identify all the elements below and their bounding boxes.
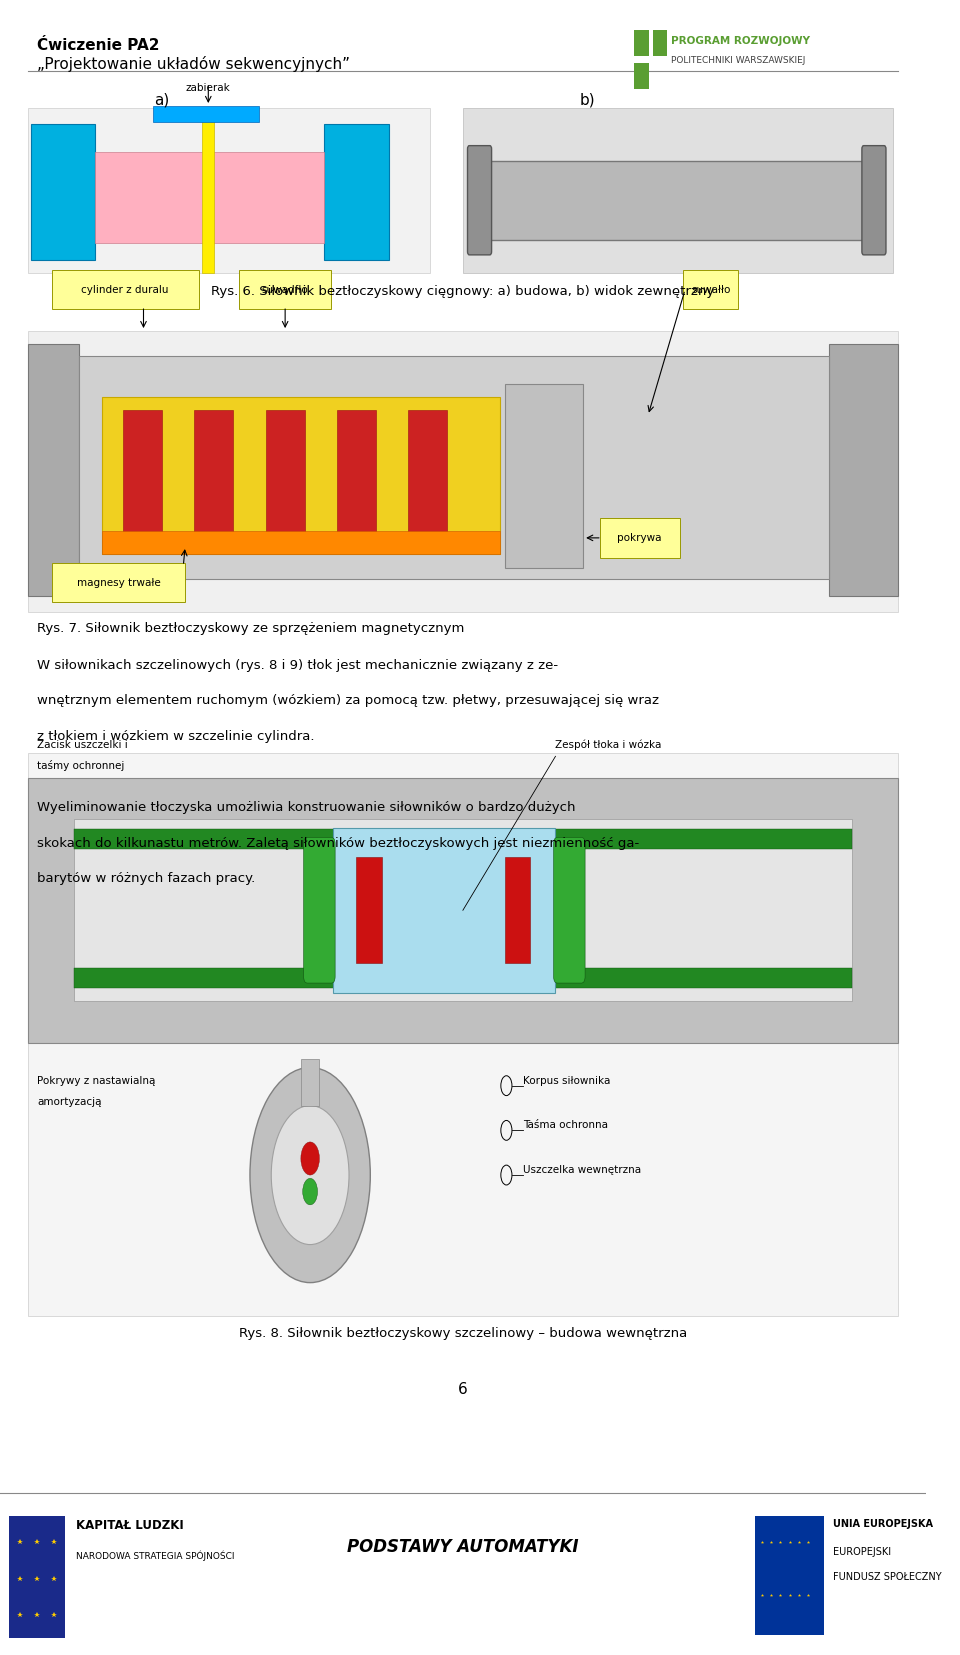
FancyBboxPatch shape xyxy=(123,410,162,541)
FancyBboxPatch shape xyxy=(102,531,500,554)
FancyBboxPatch shape xyxy=(755,1516,824,1635)
Text: pokrywa: pokrywa xyxy=(617,533,662,543)
Text: amortyzacją: amortyzacją xyxy=(37,1097,102,1107)
Text: suwałło: suwałło xyxy=(691,285,731,295)
Text: skokach do kilkunastu metrów. Zaletą siłowników beztłoczyskowych jest niezmienno: skokach do kilkunastu metrów. Zaletą sił… xyxy=(37,837,639,849)
FancyBboxPatch shape xyxy=(10,1516,65,1638)
FancyBboxPatch shape xyxy=(477,161,884,240)
Text: W siłownikach szczelinowych (rys. 8 i 9) tłok jest mechanicznie związany z ze-: W siłownikach szczelinowych (rys. 8 i 9)… xyxy=(37,659,558,672)
FancyBboxPatch shape xyxy=(31,124,95,260)
Text: POLITECHNIKI WARSZAWSKIEJ: POLITECHNIKI WARSZAWSKIEJ xyxy=(671,56,805,65)
FancyBboxPatch shape xyxy=(74,819,852,1001)
FancyBboxPatch shape xyxy=(684,270,738,309)
Text: PROGRAM ROZWOJOWY: PROGRAM ROZWOJOWY xyxy=(671,36,810,46)
Text: b): b) xyxy=(580,93,595,108)
FancyBboxPatch shape xyxy=(52,270,199,309)
FancyBboxPatch shape xyxy=(408,410,447,541)
Text: barytów w różnych fazach pracy.: barytów w różnych fazach pracy. xyxy=(37,872,255,885)
FancyBboxPatch shape xyxy=(95,152,324,243)
Text: Rys. 8. Siłownik beztłoczyskowy szczelinowy – budowa wewnętrzna: Rys. 8. Siłownik beztłoczyskowy szczelin… xyxy=(239,1327,687,1341)
Text: a): a) xyxy=(155,93,170,108)
Text: taśmy ochronnej: taśmy ochronnej xyxy=(37,760,125,771)
FancyBboxPatch shape xyxy=(153,106,259,122)
Circle shape xyxy=(302,1178,318,1205)
FancyBboxPatch shape xyxy=(828,344,898,596)
FancyBboxPatch shape xyxy=(600,518,680,558)
FancyBboxPatch shape xyxy=(505,384,584,568)
Text: Korpus siłownika: Korpus siłownika xyxy=(523,1076,611,1086)
Text: suwadfło: suwadfło xyxy=(262,285,308,295)
FancyBboxPatch shape xyxy=(28,331,898,612)
Text: wnętrznym elementem ruchomym (wózkiem) za pomocą tzw. płetwy, przesuwającej się : wnętrznym elementem ruchomym (wózkiem) z… xyxy=(37,695,659,707)
FancyBboxPatch shape xyxy=(862,146,886,255)
Text: Uszczelka wewnętrzna: Uszczelka wewnętrzna xyxy=(523,1165,641,1175)
Text: „Projektowanie układów sekwencyjnych”: „Projektowanie układów sekwencyjnych” xyxy=(37,56,350,73)
Text: Zacisk uszczelki i: Zacisk uszczelki i xyxy=(37,740,128,750)
FancyBboxPatch shape xyxy=(28,344,79,596)
Text: Ćwiczenie PA2: Ćwiczenie PA2 xyxy=(37,38,159,53)
Text: Rys. 7. Siłownik beztłoczyskowy ze sprzężeniem magnetycznym: Rys. 7. Siłownik beztłoczyskowy ze sprzę… xyxy=(37,622,465,636)
FancyBboxPatch shape xyxy=(102,397,500,554)
FancyBboxPatch shape xyxy=(74,829,852,849)
Text: NARODOWA STRATEGIA SPÓJNOŚCI: NARODOWA STRATEGIA SPÓJNOŚCI xyxy=(76,1551,234,1561)
Text: EUROPEJSKI: EUROPEJSKI xyxy=(833,1547,891,1557)
Text: PODSTAWY AUTOMATYKI: PODSTAWY AUTOMATYKI xyxy=(348,1539,579,1556)
Text: Zespół tłoka i wózka: Zespół tłoka i wózka xyxy=(556,740,661,750)
FancyBboxPatch shape xyxy=(300,1059,320,1106)
FancyBboxPatch shape xyxy=(635,63,649,89)
FancyBboxPatch shape xyxy=(333,828,556,993)
Text: KAPITAŁ LUDZKI: KAPITAŁ LUDZKI xyxy=(76,1519,183,1533)
Circle shape xyxy=(300,1142,320,1175)
Text: magnesy trwałe: magnesy trwałe xyxy=(77,578,160,588)
FancyBboxPatch shape xyxy=(505,857,531,963)
FancyBboxPatch shape xyxy=(554,837,585,983)
FancyBboxPatch shape xyxy=(635,30,649,56)
FancyBboxPatch shape xyxy=(52,563,185,602)
FancyBboxPatch shape xyxy=(28,108,430,273)
FancyBboxPatch shape xyxy=(324,124,389,260)
FancyBboxPatch shape xyxy=(653,30,667,56)
FancyBboxPatch shape xyxy=(239,270,330,309)
Text: Pokrywy z nastawialną: Pokrywy z nastawialną xyxy=(37,1076,156,1086)
FancyBboxPatch shape xyxy=(195,410,233,541)
Text: z tłokiem i wózkiem w szczelinie cylindra.: z tłokiem i wózkiem w szczelinie cylindr… xyxy=(37,730,315,743)
FancyBboxPatch shape xyxy=(79,356,828,579)
FancyBboxPatch shape xyxy=(468,146,492,255)
Text: FUNDUSZ SPOŁECZNY: FUNDUSZ SPOŁECZNY xyxy=(833,1572,942,1582)
Text: Rys. 6. Siłownik beztłoczyskowy cięgnowy: a) budowa, b) widok zewnętrzny: Rys. 6. Siłownik beztłoczyskowy cięgnowy… xyxy=(211,285,714,298)
Circle shape xyxy=(250,1067,371,1283)
Circle shape xyxy=(272,1106,349,1245)
Text: 6: 6 xyxy=(458,1382,468,1397)
Text: Taśma ochronna: Taśma ochronna xyxy=(523,1120,608,1130)
FancyBboxPatch shape xyxy=(303,837,335,983)
FancyBboxPatch shape xyxy=(74,968,852,988)
FancyBboxPatch shape xyxy=(463,108,894,273)
Text: cylinder z duralu: cylinder z duralu xyxy=(82,285,169,295)
Text: UNIA EUROPEJSKA: UNIA EUROPEJSKA xyxy=(833,1519,933,1529)
FancyBboxPatch shape xyxy=(337,410,376,541)
FancyBboxPatch shape xyxy=(356,857,382,963)
FancyBboxPatch shape xyxy=(0,1493,925,1655)
FancyBboxPatch shape xyxy=(202,108,214,273)
FancyBboxPatch shape xyxy=(28,778,898,1043)
Text: zabierak: zabierak xyxy=(186,83,230,93)
Text: Wyeliminowanie tłoczyska umożliwia konstruowanie siłowników o bardzo dużych: Wyeliminowanie tłoczyska umożliwia konst… xyxy=(37,801,576,814)
FancyBboxPatch shape xyxy=(28,753,898,1316)
FancyBboxPatch shape xyxy=(266,410,304,541)
